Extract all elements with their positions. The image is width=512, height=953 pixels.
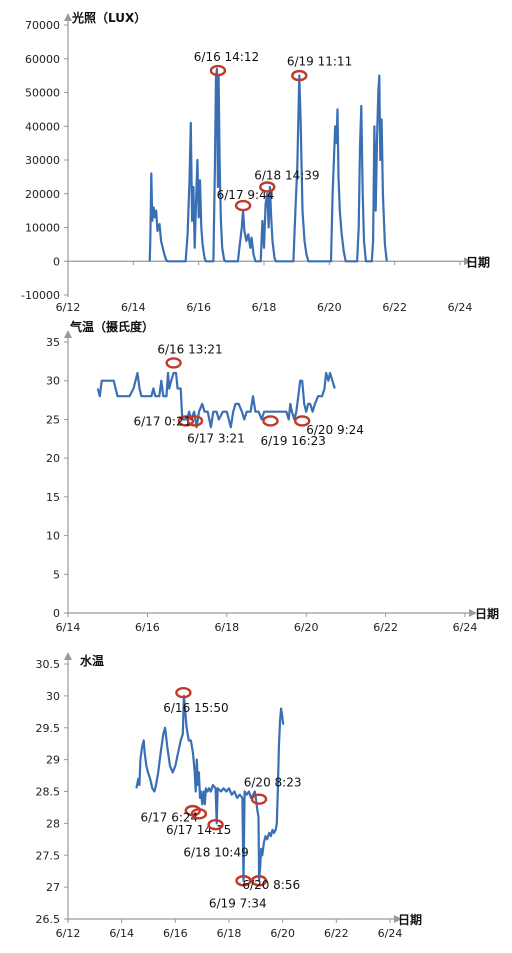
x-axis-arrow — [394, 915, 402, 923]
y-tick-label: 30000 — [25, 154, 60, 167]
x-tick-label: 6/22 — [382, 301, 407, 314]
y-axis-arrow — [64, 330, 72, 338]
annotation-label: 6/19 11:11 — [287, 55, 352, 69]
x-tick-label: 6/20 — [270, 927, 295, 940]
y-tick-label: 25 — [46, 413, 60, 426]
x-axis-arrow — [469, 609, 477, 617]
y-axis-title: 气温（摄氏度） — [69, 319, 154, 334]
annotation-label: 6/17 3:21 — [187, 432, 245, 446]
highlight-marker — [190, 808, 208, 820]
y-axis-title: 光照（LUX） — [71, 10, 146, 25]
y-tick-label: 70000 — [25, 19, 60, 32]
highlight-marker — [175, 686, 192, 699]
y-tick-label: 30 — [46, 690, 60, 703]
x-tick-label: 6/14 — [56, 621, 81, 634]
y-tick-label: 29 — [46, 754, 60, 767]
y-tick-label: 26.5 — [36, 913, 61, 926]
x-tick-label: 6/18 — [252, 301, 277, 314]
y-tick-label: 30.5 — [36, 658, 61, 671]
x-axis-arrow — [464, 257, 472, 266]
x-tick-label: 6/24 — [448, 301, 473, 314]
y-tick-label: 40000 — [25, 120, 60, 133]
annotation-label: 6/17 14:15 — [166, 823, 231, 837]
annotation-label: 6/20 8:23 — [244, 775, 302, 789]
annotation-label: 6/18 10:49 — [183, 846, 248, 860]
x-axis-title: 日期 — [475, 606, 499, 621]
y-tick-label: 35 — [46, 336, 60, 349]
y-tick-label: 50000 — [25, 87, 60, 100]
highlight-marker — [165, 357, 182, 369]
annotation-label: 6/19 7:34 — [209, 897, 267, 911]
highlight-marker — [235, 875, 252, 887]
x-tick-label: 6/22 — [373, 621, 398, 634]
y-axis-arrow — [64, 13, 72, 21]
x-tick-label: 6/18 — [214, 621, 239, 634]
highlight-marker — [234, 199, 252, 212]
chart-water-temperature: 26.5 27 27.5 28 28.5 29 29.5 30 30.5 6/12 6/14 6/16… — [36, 652, 422, 940]
y-tick-label: -10000 — [21, 289, 60, 302]
x-tick-label: 6/24 — [378, 927, 403, 940]
y-tick-label: 29.5 — [36, 722, 61, 735]
y-tick-label: 27 — [46, 881, 60, 894]
annotation-label: 6/16 13:21 — [157, 343, 222, 357]
series-line — [148, 67, 388, 263]
annotation-label: 6/20 9:24 — [306, 423, 364, 437]
y-axis-title: 水温 — [80, 653, 104, 668]
x-axis-title: 日期 — [466, 254, 490, 269]
annotation-label: 6/17 6:24 — [140, 810, 198, 824]
chart-air-temperature: 0 5 10 15 20 25 30 35 6/14 6/16 6/18 6/20 6/22 6/24 气温… — [46, 319, 499, 634]
highlight-marker — [209, 64, 227, 77]
y-tick-label: 10 — [46, 530, 60, 543]
annotation-label: 6/17 0:21 — [134, 415, 192, 429]
y-tick-label: 20 — [46, 452, 60, 465]
x-tick-label: 6/16 — [186, 301, 211, 314]
y-tick-label: 60000 — [25, 53, 60, 66]
x-tick-label: 6/16 — [163, 927, 188, 940]
y-tick-label: 5 — [53, 568, 60, 581]
highlight-marker — [186, 415, 204, 427]
x-tick-label: 6/12 — [56, 301, 81, 314]
highlight-marker — [250, 875, 268, 887]
y-tick-label: 30 — [46, 375, 60, 388]
annotation-label: 6/18 14:39 — [254, 169, 319, 183]
x-tick-label: 6/24 — [453, 621, 478, 634]
annotation-label: 6/19 16:23 — [261, 434, 326, 448]
chart-light: -10000 0 10000 20000 30000 40000 50000 60000 700… — [21, 10, 490, 314]
x-tick-label: 6/20 — [294, 621, 319, 634]
y-tick-label: 28.5 — [36, 786, 61, 799]
x-tick-label: 6/16 — [135, 621, 160, 634]
y-tick-label: 10000 — [25, 222, 60, 235]
y-tick-label: 0 — [53, 607, 60, 620]
highlight-marker — [291, 69, 308, 82]
x-tick-label: 6/18 — [217, 927, 242, 940]
y-tick-label: 20000 — [25, 188, 60, 201]
annotation-label: 6/17 9:44 — [217, 188, 275, 202]
x-axis-title: 日期 — [398, 912, 422, 927]
y-tick-label: 27.5 — [36, 849, 61, 862]
x-tick-label: 6/14 — [121, 301, 146, 314]
y-axis-arrow — [64, 652, 72, 660]
series-line — [135, 694, 285, 882]
series-line — [96, 371, 336, 429]
annotation-label: 6/16 14:12 — [194, 50, 259, 64]
highlight-marker — [294, 415, 311, 427]
annotation-label: 6/20 8:56 — [242, 878, 300, 892]
highlight-marker — [262, 415, 279, 427]
x-tick-label: 6/14 — [109, 927, 134, 940]
y-tick-label: 28 — [46, 817, 60, 830]
x-tick-label: 6/22 — [324, 927, 349, 940]
highlight-marker — [259, 181, 276, 193]
x-tick-label: 6/12 — [56, 927, 81, 940]
highlight-marker — [207, 818, 224, 831]
highlight-marker — [250, 793, 268, 805]
annotation-label: 6/16 15:50 — [163, 701, 228, 715]
highlight-marker — [177, 415, 195, 427]
y-tick-label: 0 — [53, 255, 60, 268]
y-tick-label: 15 — [46, 491, 60, 504]
x-tick-label: 6/20 — [317, 301, 342, 314]
